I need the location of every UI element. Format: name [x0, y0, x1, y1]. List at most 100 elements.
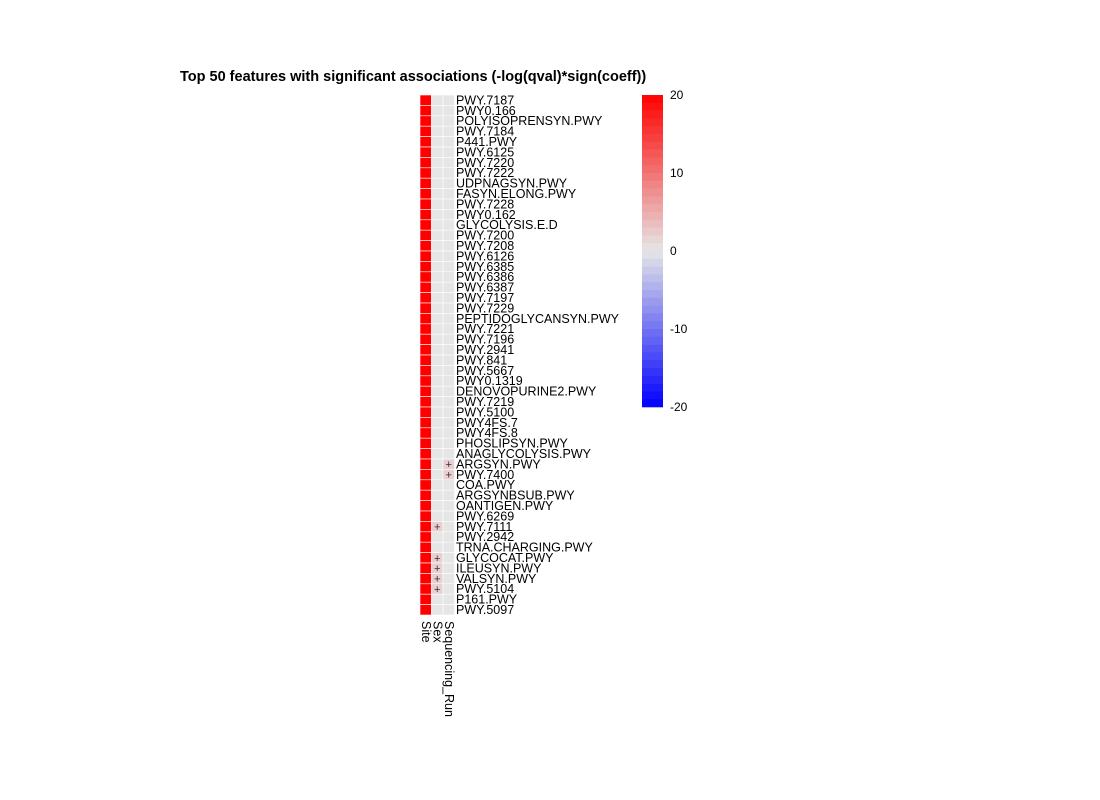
heatmap-cell: [419, 302, 432, 314]
legend-swatch: [642, 204, 663, 213]
row-label: PWY.5100: [456, 405, 514, 419]
row-label: UDPNAGSYN.PWY: [456, 177, 568, 191]
legend-swatch: [642, 383, 663, 392]
row-label: PWY.7196: [456, 333, 514, 347]
legend-swatch: [642, 196, 663, 205]
legend-swatch: [642, 368, 663, 377]
heatmap-cell: [419, 469, 432, 481]
legend-swatch: [642, 243, 663, 252]
heatmap-cell: [419, 573, 432, 585]
heatmap-cell: [431, 261, 444, 273]
heatmap-cell: [431, 385, 444, 397]
heatmap-cell: [431, 229, 444, 241]
row-label: PWY4FS.7: [456, 416, 518, 430]
legend-swatch: [642, 305, 663, 314]
row-label: PWY.7222: [456, 166, 514, 180]
heatmap-cell: [431, 313, 444, 325]
legend-swatch: [642, 352, 663, 361]
heatmap-cell: [442, 167, 455, 179]
row-label: GLYCOCAT.PWY: [456, 551, 554, 565]
heatmap-cell: [442, 510, 455, 522]
row-label: PWY.5667: [456, 364, 514, 378]
heatmap-cell: [442, 240, 455, 252]
heatmap-cell: [419, 219, 432, 231]
heatmap-cell: [431, 250, 444, 262]
heatmap-cell: [419, 167, 432, 179]
row-label: PWY.7229: [456, 301, 514, 315]
legend-swatch: [642, 219, 663, 228]
heatmap-cell: [419, 437, 432, 449]
legend-swatch: [642, 266, 663, 275]
heatmap-cell: [431, 198, 444, 210]
heatmap-cell: [442, 552, 455, 564]
heatmap-cell: [419, 583, 432, 595]
heatmap-cell: [419, 125, 432, 137]
legend-swatch: [642, 173, 663, 182]
heatmap-cell: [442, 448, 455, 460]
heatmap-cell: [419, 500, 432, 512]
heatmap-cell: [431, 604, 444, 616]
legend-tick-label: -20: [670, 400, 688, 414]
heatmap-cell: [419, 458, 432, 470]
heatmap-cell: [442, 188, 455, 200]
row-label: PWY0.166: [456, 104, 516, 118]
heatmap-cell: [431, 354, 444, 366]
heatmap-cell: [442, 313, 455, 325]
heatmap-cell: [419, 406, 432, 418]
heatmap-cell: [419, 313, 432, 325]
heatmap-cell: [442, 209, 455, 221]
heatmap-cell: [419, 209, 432, 221]
heatmap-cell: [431, 167, 444, 179]
row-label: PWY.2942: [456, 530, 514, 544]
row-label: PWY.7187: [456, 93, 514, 107]
heatmap-cell: [431, 458, 444, 470]
heatmap-cell: [442, 271, 455, 283]
heatmap-cell: [419, 385, 432, 397]
legend-swatch: [642, 336, 663, 345]
heatmap-cell: [442, 365, 455, 377]
legend-tick-label: -10: [670, 322, 688, 336]
row-label: PWY.5097: [456, 603, 514, 617]
heatmap-cell: [442, 500, 455, 512]
heatmap-cell: [431, 146, 444, 158]
heatmap-cell: [419, 323, 432, 335]
significance-mark: +: [434, 553, 440, 565]
column-label: Site: [419, 621, 433, 643]
row-label: PWY.6385: [456, 260, 514, 274]
legend-swatch: [642, 134, 663, 143]
heatmap-cell: [431, 396, 444, 408]
row-label: FASYN.ELONG.PWY: [456, 187, 577, 201]
heatmap-cell: [419, 240, 432, 252]
significance-marks: +++++++: [434, 459, 452, 596]
heatmap-cell: [419, 105, 432, 117]
heatmap-cell: [442, 281, 455, 293]
heatmap-cell: [419, 146, 432, 158]
legend-swatch: [642, 126, 663, 135]
legend-swatch: [642, 149, 663, 158]
heatmap-cell: [442, 531, 455, 543]
heatmap-cell: [442, 583, 455, 595]
heatmap-cell: [431, 417, 444, 429]
legend-swatch: [642, 188, 663, 197]
row-label: ARGSYNBSUB.PWY: [456, 489, 575, 503]
legend-swatch: [642, 282, 663, 291]
heatmap-cell: [419, 552, 432, 564]
row-label: P441.PWY: [456, 135, 518, 149]
heatmap-cell: [442, 385, 455, 397]
row-label: OANTIGEN.PWY: [456, 499, 554, 513]
heatmap-cell: [431, 448, 444, 460]
heatmap-cell: [419, 333, 432, 345]
heatmap-cell: [442, 250, 455, 262]
heatmap-cell: [431, 427, 444, 439]
legend-tick-label: 20: [670, 88, 684, 102]
column-label: Sequencing_Run: [442, 621, 456, 717]
row-label: GLYCOLYSIS.E.D: [456, 218, 558, 232]
heatmap-cell: [442, 354, 455, 366]
heatmap-cell: [419, 354, 432, 366]
row-label: PWY.6387: [456, 281, 514, 295]
row-label: PWY.7228: [456, 197, 514, 211]
legend-swatch: [642, 375, 663, 384]
legend-swatch: [642, 297, 663, 306]
legend-swatch: [642, 227, 663, 236]
heatmap-cell: [431, 94, 444, 106]
